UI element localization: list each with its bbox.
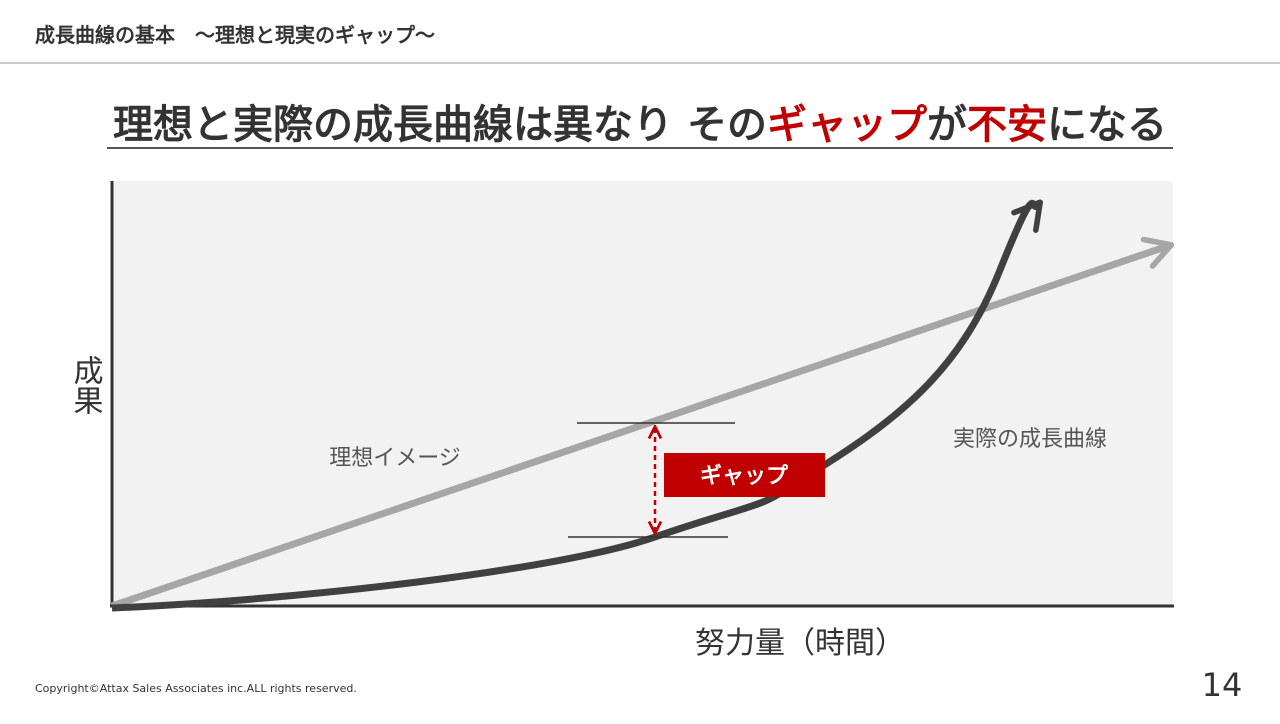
ideal-line bbox=[110, 236, 1175, 610]
heading-segment: ギャップ bbox=[767, 102, 927, 148]
heading-segment: 理想と実際の成長曲線は異なり その bbox=[113, 102, 767, 148]
y-axis-label: 成果 bbox=[68, 355, 103, 415]
x-axis-label: 努力量（時間） bbox=[695, 626, 905, 661]
heading-segment: になる bbox=[1047, 102, 1167, 148]
actual-label: 実際の成長曲線 bbox=[953, 427, 1107, 452]
copyright: Copyright©Attax Sales Associates inc.ALL… bbox=[35, 682, 357, 695]
heading-segment: 不安 bbox=[967, 102, 1047, 148]
gap-box bbox=[664, 453, 825, 497]
heading: 理想と実際の成長曲線は異なり そのギャップが不安になる bbox=[113, 102, 1167, 148]
plot-area bbox=[112, 181, 1173, 606]
ideal-label: 理想イメージ bbox=[329, 446, 461, 471]
gap-label: ギャップ bbox=[700, 464, 789, 489]
heading-segment: が bbox=[927, 102, 967, 148]
header-title: 成長曲線の基本 ～理想と現実のギャップ～ bbox=[35, 23, 435, 47]
page-number: 14 bbox=[1202, 666, 1243, 704]
